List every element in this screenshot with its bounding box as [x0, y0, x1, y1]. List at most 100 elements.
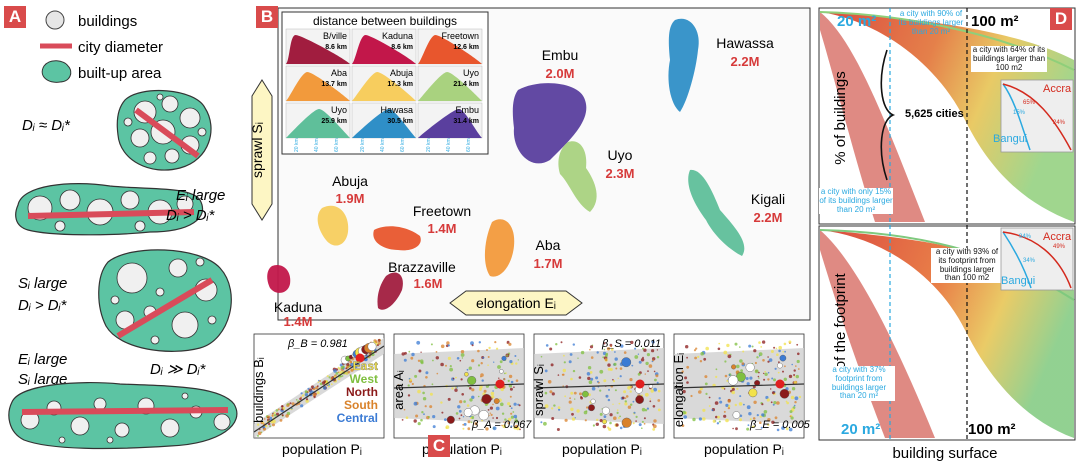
scatter-point	[413, 419, 417, 423]
scatter-point	[605, 352, 609, 356]
scatter-point	[764, 370, 766, 373]
scatter-point	[513, 402, 517, 406]
inset-density-area	[418, 35, 482, 64]
scatter-point	[738, 402, 743, 406]
scatter-point	[651, 340, 655, 344]
scatter-point	[326, 375, 329, 378]
scatter-point	[440, 401, 443, 404]
scatter-point	[460, 353, 465, 357]
scatter-point	[789, 410, 793, 414]
scatter-point	[461, 357, 464, 359]
scatter-point	[490, 413, 493, 416]
inset-tick-label: 40 km	[446, 138, 452, 152]
city-shape-freetown	[373, 226, 421, 251]
scatter-point	[509, 395, 512, 398]
legend-builtup-label: built-up area	[78, 65, 162, 82]
inset-cell: Uyo 25.9 km	[285, 102, 351, 139]
scatter-point	[562, 373, 565, 376]
scatter-point	[286, 403, 289, 406]
scatter-point	[588, 380, 593, 384]
scatter-point	[770, 350, 774, 353]
scatter-point	[682, 389, 686, 394]
scatter-point	[440, 362, 444, 367]
scatter-point	[767, 371, 770, 374]
scatter-city-bubble	[499, 369, 504, 374]
scatter-point	[449, 365, 452, 368]
case1-formula: Dᵢ ≈ Dᵢ*	[22, 117, 71, 134]
scatter-point	[783, 342, 787, 346]
scatter-point	[506, 354, 509, 357]
scatter-point	[614, 389, 617, 392]
scatter-point	[756, 356, 759, 359]
scatter-point	[587, 376, 591, 381]
scatter-point	[507, 422, 510, 425]
scatter-point	[454, 388, 458, 392]
scatter-point	[717, 347, 721, 351]
scatter-point	[647, 370, 649, 372]
scatter-point	[596, 351, 599, 354]
scatter-point	[642, 356, 644, 359]
scatter-point	[301, 394, 305, 397]
c4-beta: β_E = 0.005	[749, 419, 811, 431]
scatter-point	[596, 418, 599, 422]
scatter-point	[724, 360, 727, 363]
scatter-point	[510, 415, 514, 419]
case4-diameter	[21, 407, 229, 415]
scatter-point	[774, 367, 777, 370]
scatter-point	[373, 341, 376, 343]
d-top-inset-accra-curve	[1002, 83, 1072, 151]
scatter-point	[612, 378, 614, 381]
scatter-point	[656, 381, 659, 384]
scatter-point	[573, 391, 577, 395]
scatter-point	[307, 387, 310, 390]
city-pop-abuja: 1.9M	[336, 191, 365, 206]
scatter-point	[454, 386, 457, 389]
scatter-point	[576, 409, 580, 413]
scatter-point	[625, 395, 629, 398]
scatter-point	[471, 344, 474, 347]
scatter-point	[747, 424, 750, 427]
scatter-point	[782, 350, 784, 353]
scatter-point	[257, 434, 259, 437]
scatter-point	[794, 396, 799, 401]
scatter-point	[560, 341, 563, 344]
scatter-highlight-city	[495, 379, 505, 389]
scatter-point	[514, 424, 519, 429]
scatter-point	[274, 414, 277, 417]
scatter-point	[771, 420, 775, 424]
inset-ticks: 20 km 40 km 60 km 20 km 40 km 60 km 20 km 40 km…	[294, 138, 472, 152]
scatter-point	[705, 346, 709, 351]
scatter-point	[571, 417, 576, 421]
scatter-point	[650, 389, 654, 393]
scatter-point	[401, 352, 405, 356]
scatter-point	[748, 412, 752, 416]
scatter-point	[682, 410, 686, 415]
scatter-point	[788, 340, 792, 344]
scatter-point	[281, 408, 284, 411]
scatter-point	[500, 402, 504, 407]
scatter-point	[718, 420, 721, 423]
scatter-point	[616, 411, 619, 414]
scatter-point	[644, 392, 649, 397]
scatter-point	[323, 386, 327, 390]
scatter-point	[757, 375, 760, 378]
scatter-point	[587, 366, 592, 370]
scatter-point	[477, 349, 480, 353]
scatter-point	[592, 424, 595, 427]
scatter-point	[586, 406, 589, 409]
city-name-brazzaville: Brazzaville	[388, 259, 456, 275]
scatter-point	[702, 417, 706, 421]
panel-b-tag: B	[256, 6, 278, 28]
scatter-point	[599, 412, 603, 416]
city-pop-brazzaville: 1.6M	[414, 276, 443, 291]
scatter-point	[612, 403, 614, 405]
scatter-point	[631, 364, 634, 367]
scatter-point	[761, 403, 764, 406]
scatter-point	[311, 387, 314, 390]
scatter-point	[558, 408, 561, 411]
city-pop-freetown: 1.4M	[428, 221, 457, 236]
scatter-point	[638, 360, 642, 364]
scatter-point	[624, 400, 627, 403]
scatter-point	[638, 423, 642, 427]
scatter-point	[711, 409, 714, 412]
